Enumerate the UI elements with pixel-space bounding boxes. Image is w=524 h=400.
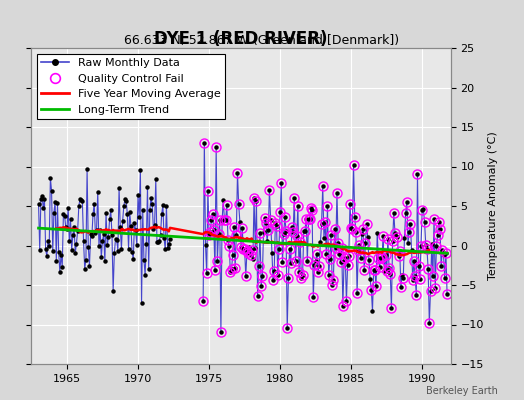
Text: Berkeley Earth: Berkeley Earth: [426, 386, 498, 396]
Text: 66.633 N, 52.867 W (Greenland [Denmark]): 66.633 N, 52.867 W (Greenland [Denmark]): [124, 34, 400, 47]
Y-axis label: Temperature Anomaly (°C): Temperature Anomaly (°C): [488, 132, 498, 280]
Legend: Raw Monthly Data, Quality Control Fail, Five Year Moving Average, Long-Term Tren: Raw Monthly Data, Quality Control Fail, …: [37, 54, 225, 119]
Title: DYE 1 (RED RIVER): DYE 1 (RED RIVER): [154, 30, 328, 48]
